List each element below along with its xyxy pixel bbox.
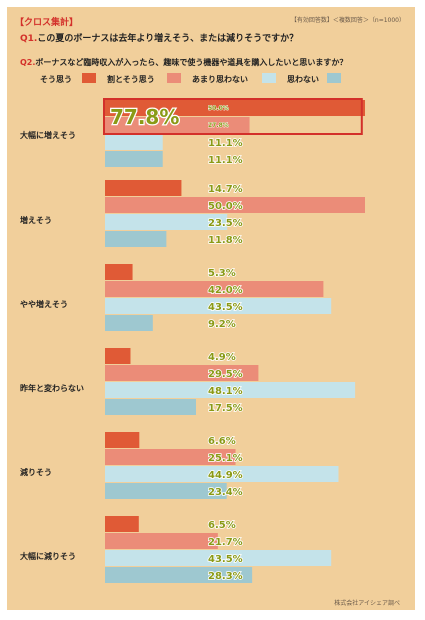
bar-oohaba-heru-omowanai (105, 567, 253, 583)
value-label-oohaba-heru-yaya-sou-omou: 21.7% (208, 537, 243, 548)
bar-oohaba-fueru-omowanai (105, 151, 163, 167)
bar-oohaba-fueru-yaya-sou-omou (105, 117, 250, 133)
callout-total-label: 77.8% (110, 105, 179, 129)
value-label-fueru-yaya-sou-omou: 50.0% (208, 201, 243, 212)
question-1-number: Q1. (20, 34, 38, 44)
legend-label-amari-omowanai: あまり思わない (192, 75, 248, 84)
question-2-number: Q2. (20, 58, 36, 67)
header-tag: 【クロス集計】 (15, 18, 79, 28)
bar-yaya-fueru-omowanai (105, 315, 153, 331)
value-label-oohaba-heru-sou-omou: 6.5% (208, 520, 236, 531)
value-label-heru-amari-omowanai: 44.9% (208, 470, 243, 481)
bar-kawaranai-sou-omou (105, 348, 131, 364)
question-1-text: この夏のボーナスは去年より増えそう、または減りそうですか？ (37, 34, 299, 44)
category-label-yaya-fueru: やや増えそう (20, 300, 68, 309)
bar-oohaba-fueru-sou-omou (105, 100, 365, 116)
value-label-yaya-fueru-omowanai: 9.2% (208, 319, 236, 330)
bar-kawaranai-yaya-sou-omou (105, 365, 259, 381)
category-label-kawaranai: 昨年と変わらない (20, 384, 84, 393)
value-label-kawaranai-amari-omowanai: 48.1% (208, 386, 243, 397)
legend-swatch-amari-omowanai (262, 73, 276, 83)
bar-yaya-fueru-yaya-sou-omou (105, 281, 324, 297)
value-label-heru-yaya-sou-omou: 25.1% (208, 453, 243, 464)
question-2: Q2.ボーナスなど臨時収入が入ったら、趣味で使う機器や道具を購入したいと思います… (20, 57, 347, 68)
category-label-fueru: 増えそう (20, 216, 52, 225)
bar-heru-yaya-sou-omou (105, 449, 236, 465)
value-label-yaya-fueru-yaya-sou-omou: 42.0% (208, 285, 243, 296)
bar-yaya-fueru-amari-omowanai (105, 298, 332, 314)
bar-heru-omowanai (105, 483, 227, 499)
legend-swatch-sou-omou (82, 73, 96, 83)
source-credit: 株式会社アイシェア調べ (334, 600, 400, 607)
value-label-fueru-amari-omowanai: 23.5% (208, 218, 243, 229)
legend-swatch-yaya-sou-omou (167, 73, 181, 83)
respondent-info: 【有効回答数】＜複数回答＞（n=1000） (290, 17, 405, 24)
value-label-yaya-fueru-sou-omou: 5.3% (208, 268, 236, 279)
question-1: Q1.この夏のボーナスは去年より増えそう、または減りそうですか？ (20, 31, 298, 44)
value-label-heru-sou-omou: 6.6% (208, 436, 236, 447)
value-label-kawaranai-sou-omou: 4.9% (208, 352, 236, 363)
legend-label-omowanai: 思わない (287, 75, 319, 84)
bar-oohaba-heru-amari-omowanai (105, 550, 332, 566)
category-label-heru: 減りそう (20, 468, 52, 477)
legend-label-yaya-sou-omou: 割とそう思う (107, 75, 155, 84)
value-label-oohaba-fueru-sou-omou: 50.0% (208, 105, 229, 112)
bar-oohaba-heru-sou-omou (105, 516, 139, 532)
bar-oohaba-heru-yaya-sou-omou (105, 533, 218, 549)
bar-oohaba-fueru-amari-omowanai (105, 134, 163, 150)
legend-swatch-omowanai (327, 73, 341, 83)
bar-fueru-amari-omowanai (105, 214, 228, 230)
value-label-kawaranai-omowanai: 17.5% (208, 403, 243, 414)
value-label-kawaranai-yaya-sou-omou: 29.5% (208, 369, 243, 380)
value-label-fueru-sou-omou: 14.7% (208, 184, 243, 195)
bar-fueru-sou-omou (105, 180, 182, 196)
legend-label-sou-omou: そう思う (40, 75, 72, 84)
bar-fueru-omowanai (105, 231, 167, 247)
bar-kawaranai-amari-omowanai (105, 382, 356, 398)
bar-yaya-fueru-sou-omou (105, 264, 133, 280)
bar-kawaranai-omowanai (105, 399, 196, 415)
value-label-oohaba-fueru-amari-omowanai: 11.1% (208, 138, 243, 149)
category-label-oohaba-fueru: 大幅に増えそう (20, 131, 76, 140)
bar-fueru-yaya-sou-omou (105, 197, 365, 213)
value-label-fueru-omowanai: 11.8% (208, 235, 243, 246)
value-label-oohaba-heru-amari-omowanai: 43.5% (208, 554, 243, 565)
value-label-oohaba-heru-omowanai: 28.3% (208, 571, 243, 582)
question-2-text: ボーナスなど臨時収入が入ったら、趣味で使う機器や道具を購入したいと思いますか？ (35, 58, 348, 67)
category-label-oohaba-heru: 大幅に減りそう (20, 552, 76, 561)
value-label-oohaba-fueru-yaya-sou-omou: 27.8% (208, 122, 229, 129)
value-label-heru-omowanai: 23.4% (208, 487, 243, 498)
bar-heru-amari-omowanai (105, 466, 339, 482)
callout-box (103, 98, 363, 135)
value-label-oohaba-fueru-omowanai: 11.1% (208, 155, 243, 166)
bar-heru-sou-omou (105, 432, 140, 448)
value-label-yaya-fueru-amari-omowanai: 43.5% (208, 302, 243, 313)
